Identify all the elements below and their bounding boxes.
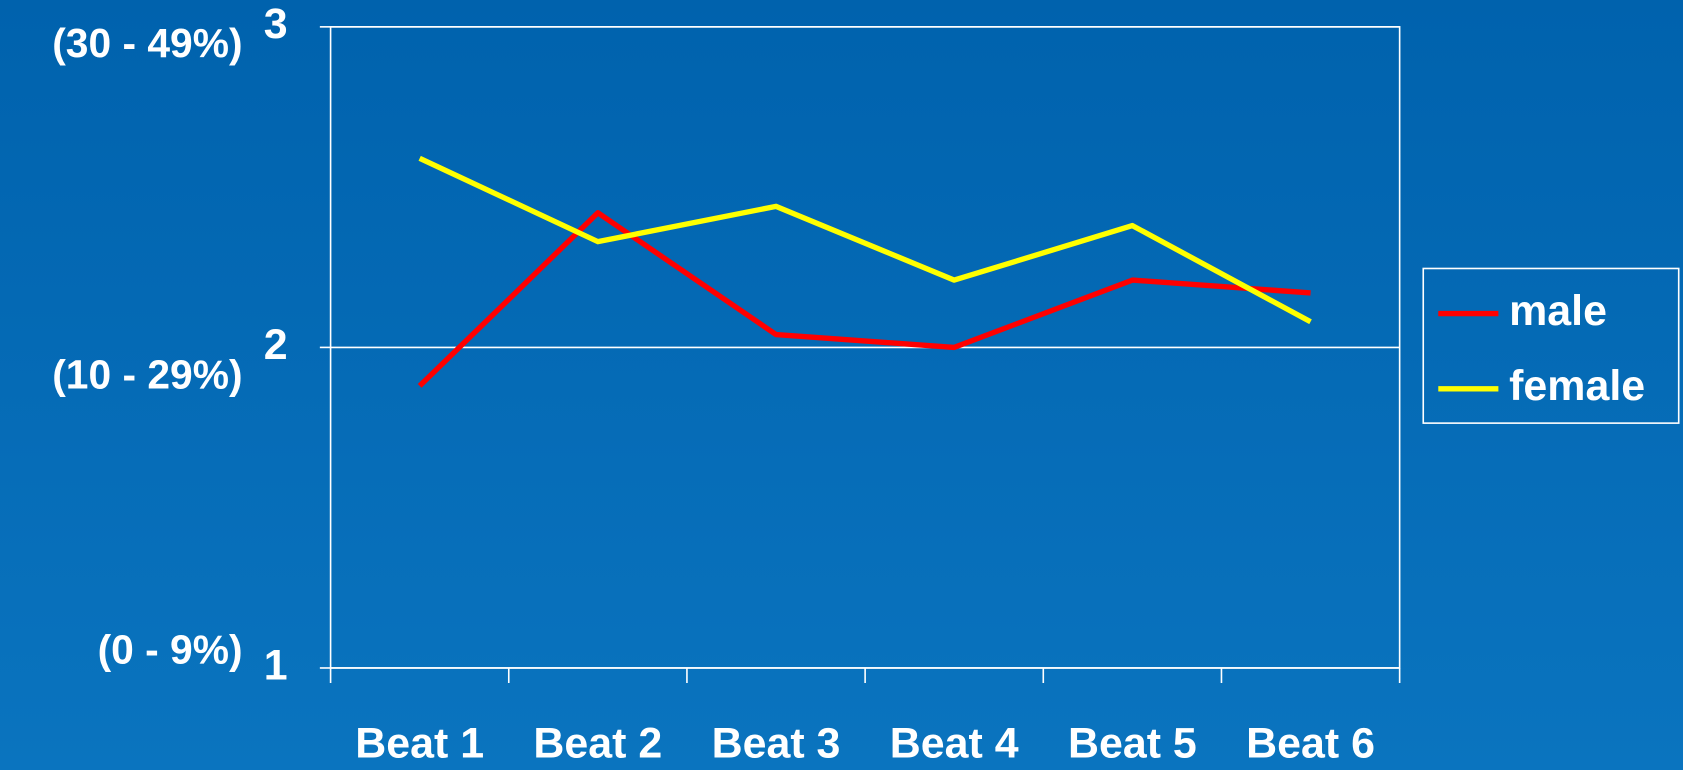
x-tick-label: Beat 3 — [712, 720, 841, 768]
series-line — [417, 210, 1311, 388]
x-tick-label: Beat 1 — [355, 720, 484, 768]
x-tick-label: Beat 2 — [533, 720, 662, 768]
y-annotation: (10 - 29%) — [52, 351, 242, 397]
legend-label: female — [1509, 362, 1645, 410]
y-tick-label: 3 — [264, 0, 288, 48]
y-tick-label: 1 — [264, 641, 288, 689]
y-tick-label: 2 — [264, 321, 288, 369]
x-tick-label: Beat 4 — [890, 720, 1019, 768]
legend-box — [1422, 267, 1680, 424]
x-tick-label: Beat 6 — [1246, 720, 1375, 768]
y-annotation: (30 - 49%) — [52, 20, 242, 66]
y-annotation: (0 - 9%) — [98, 627, 243, 673]
legend-label: male — [1509, 287, 1607, 335]
x-tick-label: Beat 5 — [1068, 720, 1197, 768]
series-line — [418, 155, 1312, 325]
